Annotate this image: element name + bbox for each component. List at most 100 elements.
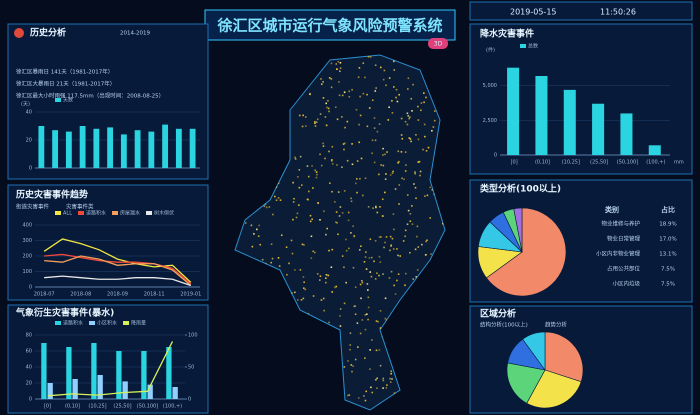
x-tick-label: (50,100]	[617, 160, 638, 166]
table-header: 类别	[605, 205, 619, 214]
map-dot	[327, 107, 330, 110]
map-dot	[343, 366, 346, 368]
map-dot	[414, 248, 417, 251]
map-dot	[272, 213, 274, 216]
map-dot	[270, 243, 273, 246]
map-dot	[355, 108, 358, 111]
y2-tick-label: 100	[188, 333, 198, 339]
map-dot	[390, 245, 392, 247]
map-dot	[371, 391, 374, 394]
map-dot	[417, 119, 420, 121]
legend-label: 天数	[63, 97, 73, 104]
bar	[563, 89, 576, 155]
map-dot	[339, 308, 342, 310]
map-dot	[303, 244, 305, 246]
map-dot	[325, 277, 327, 279]
map-dot	[399, 255, 402, 257]
map-dot	[322, 297, 325, 300]
map-dot	[400, 151, 403, 153]
tab[interactable]: 趋势分析	[545, 321, 568, 329]
panel-title: 历史灾害事件趋势	[16, 189, 88, 201]
map-dot	[343, 142, 346, 145]
map-dot	[293, 197, 295, 200]
map-dot	[310, 257, 313, 259]
map-dot	[389, 249, 391, 252]
map-dot	[393, 69, 396, 71]
y-tick-label: 40	[26, 365, 32, 371]
3d-button-label[interactable]: 3D	[434, 41, 443, 48]
map-dot	[308, 190, 310, 193]
map-dot	[404, 120, 407, 123]
map-dot	[413, 183, 415, 185]
map-dot	[378, 236, 381, 238]
map-dot	[396, 279, 398, 282]
legend-swatch	[520, 44, 526, 48]
clock-box	[469, 1, 693, 21]
map-dot	[406, 223, 409, 226]
map-dot	[300, 299, 303, 301]
map-dot	[384, 241, 386, 244]
map-dot	[382, 78, 385, 81]
map-dot	[357, 76, 360, 79]
map-dot	[315, 121, 318, 123]
map-dot	[264, 203, 267, 206]
map-dot	[348, 394, 351, 396]
panel-icon	[14, 28, 24, 38]
map-dot	[341, 166, 343, 169]
map-dot	[299, 155, 302, 158]
map-dot	[337, 191, 340, 193]
map-dot	[423, 101, 425, 104]
map-dot	[427, 146, 430, 149]
map-dot	[377, 320, 379, 323]
legend-swatch	[78, 211, 84, 215]
map-dot	[343, 190, 346, 192]
tab[interactable]: 灾害事件类	[66, 203, 94, 211]
map-dot	[384, 297, 387, 300]
3d-button[interactable]	[428, 38, 448, 49]
map-dot	[430, 253, 432, 255]
map-dot	[359, 283, 362, 286]
map-dot	[391, 172, 394, 174]
map-dot	[406, 123, 409, 126]
map-dot	[360, 245, 362, 248]
map-dot	[349, 348, 351, 351]
map-dot	[325, 102, 328, 105]
map-dot	[376, 377, 378, 380]
map-dot	[371, 139, 374, 142]
tab[interactable]: 街道灾害事件	[16, 203, 50, 211]
map-dot	[337, 233, 339, 236]
map-dot	[348, 95, 351, 98]
map-dot	[295, 216, 298, 219]
info-line: 徐汇区暴雨日 141天（1981-2017年）	[16, 68, 113, 76]
table-cell: 小区内非物业管理	[596, 250, 641, 258]
map-dot	[388, 77, 391, 79]
map-dot	[378, 255, 381, 258]
bar	[134, 130, 141, 168]
bar	[97, 375, 103, 399]
map-dot	[265, 262, 267, 265]
tab[interactable]: 结构分析(100以上)	[480, 321, 528, 329]
map-dot	[367, 205, 370, 208]
map-dot	[386, 151, 388, 153]
map-dot	[314, 120, 316, 123]
map-dot	[382, 379, 385, 382]
map-dot	[417, 246, 420, 248]
y-tick-label: 0	[29, 397, 32, 403]
map-dot	[383, 246, 385, 249]
map-dot	[385, 387, 388, 389]
map-dot	[390, 372, 392, 375]
map-dot	[338, 94, 341, 97]
date: 2019-05-15	[510, 8, 557, 17]
map-dot	[389, 174, 392, 176]
map-dot	[412, 278, 414, 280]
map-dot	[354, 305, 357, 307]
map-dot	[431, 189, 434, 191]
table-header: 占比	[661, 205, 675, 214]
line	[44, 275, 192, 287]
y-tick-label: 0	[29, 166, 32, 172]
map-dot	[320, 83, 323, 85]
map-dot	[350, 200, 353, 203]
map-dot	[387, 119, 390, 121]
map-dot	[294, 156, 296, 159]
map-dot	[434, 110, 436, 112]
